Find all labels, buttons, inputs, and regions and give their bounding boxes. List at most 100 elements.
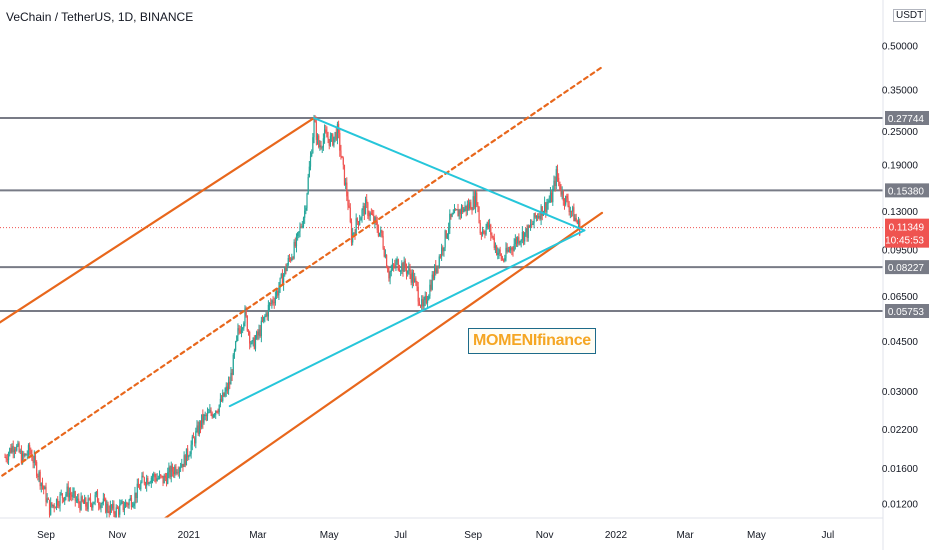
candle-body: [259, 329, 261, 337]
y-tick-label: 0.19000: [882, 160, 919, 171]
level-label: 0.05753: [888, 307, 925, 318]
candle-body: [327, 137, 329, 139]
candle-body: [449, 213, 451, 229]
time-axis[interactable]: [0, 518, 883, 550]
candle-body: [471, 209, 473, 211]
candle-body: [57, 499, 59, 506]
candle-body: [493, 237, 495, 248]
candle-body: [54, 507, 56, 509]
trendline-channel-middle[interactable]: [0, 66, 604, 480]
candle-body: [315, 122, 317, 140]
candle-body: [450, 213, 452, 217]
candle-body: [29, 445, 31, 451]
candle-body: [329, 136, 332, 146]
candle-body: [292, 257, 294, 259]
candle-body: [325, 129, 327, 133]
trendline-channel-lower[interactable]: [161, 211, 604, 521]
candle-body: [85, 497, 87, 507]
candle-body: [196, 425, 198, 432]
candle-body: [240, 329, 243, 334]
candle-body: [27, 445, 30, 455]
candle-body: [390, 269, 392, 272]
candle-body: [309, 156, 312, 167]
price-axis[interactable]: [883, 0, 932, 550]
candle-body: [553, 180, 555, 189]
candle-body: [534, 213, 536, 218]
candle-body: [102, 498, 104, 504]
candle-body: [402, 263, 404, 272]
trendline-triangle-lower[interactable]: [228, 229, 586, 408]
candle-body: [88, 498, 90, 500]
last-price-label: 0.11349: [889, 223, 925, 234]
candle-body: [82, 501, 85, 504]
candle-body: [239, 330, 241, 334]
candle-body: [368, 215, 370, 217]
candle-body: [160, 474, 162, 476]
candle-body: [191, 436, 193, 445]
candle-body: [41, 482, 44, 487]
candle-body: [26, 454, 28, 456]
currency-unit-label[interactable]: USDT: [893, 9, 927, 22]
x-tick-label: Mar: [249, 530, 267, 541]
candle-body: [362, 206, 364, 210]
candle-body: [48, 499, 51, 515]
candle-body: [336, 123, 339, 140]
candle-body: [135, 492, 137, 498]
candle-body: [39, 471, 41, 487]
candle-body: [237, 328, 239, 336]
candle-body: [570, 211, 573, 213]
trendline-channel-upper[interactable]: [0, 116, 316, 356]
candle-body: [334, 132, 336, 137]
candle-body: [459, 209, 461, 214]
candle-body: [350, 221, 353, 243]
candle-body: [34, 455, 37, 463]
candle-body: [232, 354, 234, 375]
candle-body: [256, 331, 258, 339]
candle-body: [377, 229, 380, 236]
candle-body: [354, 232, 356, 235]
candle-body: [223, 392, 225, 397]
candle-body: [264, 316, 266, 318]
candle-body: [222, 392, 224, 402]
candle-body: [511, 247, 513, 250]
candle-body: [58, 505, 60, 507]
candle-body: [17, 443, 19, 446]
candle-body: [175, 466, 177, 474]
candle-body: [242, 328, 244, 330]
candle-body: [25, 453, 27, 456]
candle-body: [514, 238, 516, 245]
candle-body: [346, 182, 348, 197]
candle-body: [170, 465, 172, 477]
candle-body: [326, 132, 328, 138]
candle-body: [539, 215, 541, 220]
candle-body: [400, 270, 402, 272]
trendline-triangle-upper[interactable]: [313, 117, 586, 232]
candle-body: [144, 483, 147, 486]
candle-body: [162, 475, 164, 484]
candle-body: [7, 453, 10, 461]
candle-body: [441, 247, 443, 257]
candle-body: [122, 501, 124, 510]
candle-body: [278, 287, 280, 296]
candle-body: [61, 493, 63, 498]
candle-body: [246, 315, 248, 331]
candle-body: [183, 455, 185, 467]
candle-body: [480, 233, 483, 235]
candle-body: [510, 247, 512, 251]
candle-body: [169, 467, 171, 477]
candle-body: [50, 502, 52, 515]
candle-body: [185, 448, 188, 466]
candle-body: [6, 459, 8, 461]
candle-body: [284, 267, 286, 275]
candle-body: [417, 286, 419, 302]
candle-body: [506, 247, 508, 252]
candle-body: [421, 299, 423, 307]
x-tick-label: Sep: [464, 530, 482, 541]
candle-body: [124, 502, 127, 508]
candle-body: [295, 236, 298, 247]
candle-body: [395, 261, 397, 267]
candle-body: [316, 135, 319, 140]
candle-body: [445, 230, 447, 238]
candle-body: [277, 290, 279, 296]
